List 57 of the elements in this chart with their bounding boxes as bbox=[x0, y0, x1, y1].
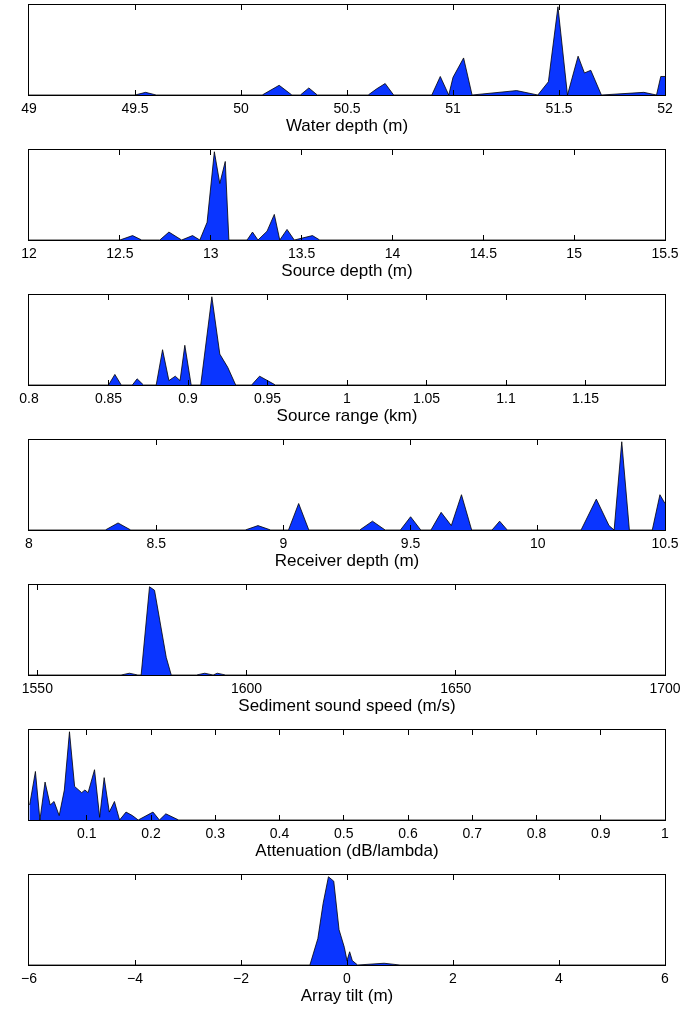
x-tick-label: 1700 bbox=[649, 679, 681, 696]
x-tick-label: 8 bbox=[25, 534, 34, 551]
x-tick-label: 9 bbox=[279, 534, 288, 551]
x-tick-label: 0.8 bbox=[19, 389, 39, 406]
x-tick-label: 1.1 bbox=[496, 389, 516, 406]
x-tick-label: 1600 bbox=[231, 679, 263, 696]
x-tick-label: 0.9 bbox=[178, 389, 198, 406]
x-tick-label: 14.5 bbox=[469, 244, 498, 261]
x-tick-label: 15.5 bbox=[651, 244, 679, 261]
x-tick-label: 52 bbox=[657, 99, 673, 116]
x-tick-label: 10.5 bbox=[651, 534, 679, 551]
x-tick-label: 0.3 bbox=[205, 824, 226, 841]
x-axis-title: Water depth (m) bbox=[285, 116, 409, 136]
x-tick-label: 6 bbox=[661, 969, 670, 986]
x-tick-label: 1650 bbox=[440, 679, 472, 696]
x-tick-label: 51 bbox=[445, 99, 461, 116]
x-tick-label: 13.5 bbox=[287, 244, 316, 261]
x-tick-label: 10 bbox=[530, 534, 546, 551]
x-tick-label: 49 bbox=[21, 99, 37, 116]
x-tick-label: 9.5 bbox=[400, 534, 421, 551]
x-axis-title: Attenuation (dB/lambda) bbox=[255, 841, 439, 861]
x-tick-label: 0.2 bbox=[141, 824, 161, 841]
x-tick-label: 1 bbox=[343, 389, 352, 406]
x-tick-label: 8.5 bbox=[146, 534, 167, 551]
x-tick-label: 49.5 bbox=[121, 99, 149, 116]
x-tick-label: −2 bbox=[233, 969, 250, 986]
x-tick-label: 15 bbox=[566, 244, 583, 261]
x-tick-label: 0.95 bbox=[253, 389, 282, 406]
x-axis-title: Source depth (m) bbox=[281, 261, 413, 281]
x-tick-label: 0.85 bbox=[94, 389, 123, 406]
x-tick-label: 51.5 bbox=[545, 99, 573, 116]
x-tick-label: 0.1 bbox=[77, 824, 97, 841]
x-axis-title: Receiver depth (m) bbox=[274, 551, 420, 571]
x-tick-label: 0.7 bbox=[462, 824, 483, 841]
x-tick-label: 0.4 bbox=[269, 824, 290, 841]
x-tick-label: 0.6 bbox=[398, 824, 418, 841]
x-tick-label: 0 bbox=[343, 969, 352, 986]
x-tick-label: 0.8 bbox=[526, 824, 547, 841]
x-tick-label: 14 bbox=[384, 244, 401, 261]
x-tick-label: 2 bbox=[449, 969, 458, 986]
x-tick-label: 50 bbox=[233, 99, 249, 116]
x-tick-label: −4 bbox=[127, 969, 144, 986]
x-tick-label: 12.5 bbox=[106, 244, 134, 261]
x-tick-label: 4 bbox=[555, 969, 564, 986]
x-tick-label: 1.05 bbox=[412, 389, 441, 406]
x-tick-label: −6 bbox=[21, 969, 38, 986]
x-tick-label: 50.5 bbox=[333, 99, 361, 116]
x-tick-label: 0.9 bbox=[591, 824, 611, 841]
x-axis-title: Source range (km) bbox=[276, 406, 418, 426]
x-tick-label: 13 bbox=[202, 244, 219, 261]
x-axis-title: Sediment sound speed (m/s) bbox=[238, 696, 456, 716]
x-tick-label: 0.5 bbox=[334, 824, 354, 841]
x-tick-label: 1.15 bbox=[571, 389, 600, 406]
x-axis-title: Array tilt (m) bbox=[300, 986, 394, 1006]
x-tick-label: 1550 bbox=[21, 679, 54, 696]
x-tick-label: 1 bbox=[661, 824, 670, 841]
x-tick-label: 12 bbox=[21, 244, 37, 261]
